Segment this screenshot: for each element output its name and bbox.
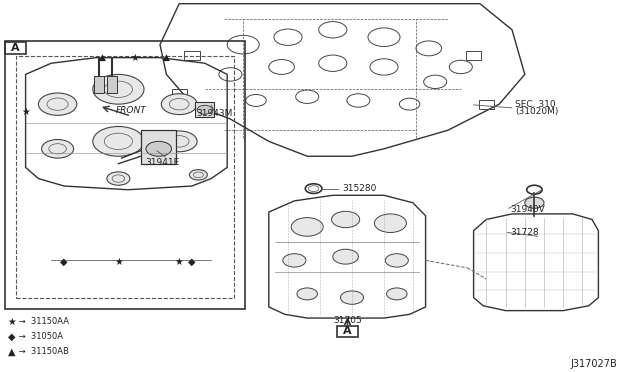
Circle shape [340, 291, 364, 304]
Circle shape [385, 254, 408, 267]
Text: →  31050A: → 31050A [16, 332, 63, 341]
Circle shape [42, 140, 74, 158]
Text: 31705: 31705 [333, 316, 362, 325]
Circle shape [161, 94, 197, 115]
Bar [107, 76, 117, 93]
Bar [172, 89, 187, 97]
Bar [195, 102, 214, 117]
Text: ◆: ◆ [8, 332, 15, 341]
Circle shape [283, 254, 306, 267]
Bar [337, 326, 358, 337]
Text: ★: ★ [175, 257, 184, 267]
Text: (31020M): (31020M) [515, 107, 559, 116]
Circle shape [525, 197, 544, 208]
Circle shape [332, 211, 360, 228]
Text: SEC. 310: SEC. 310 [515, 100, 556, 109]
Text: 315280: 315280 [342, 184, 377, 193]
Text: ★: ★ [130, 53, 139, 62]
Text: ◆: ◆ [60, 257, 68, 267]
Bar [5, 42, 26, 54]
Circle shape [189, 170, 207, 180]
Bar [466, 51, 481, 60]
Text: →  31150AA: → 31150AA [16, 317, 69, 326]
Text: A: A [11, 43, 20, 53]
Text: ★: ★ [114, 257, 123, 267]
Text: ▲: ▲ [163, 53, 170, 62]
Circle shape [146, 141, 172, 156]
Text: 31943M: 31943M [196, 109, 232, 118]
Circle shape [387, 288, 407, 300]
Circle shape [291, 218, 323, 236]
Text: 31728: 31728 [511, 228, 540, 237]
Circle shape [38, 93, 77, 115]
Bar [479, 100, 494, 109]
Circle shape [161, 131, 197, 152]
Text: J317027B: J317027B [571, 359, 618, 369]
Text: ★: ★ [8, 317, 17, 327]
Text: 31940V: 31940V [511, 205, 545, 214]
Text: ◆: ◆ [188, 257, 196, 267]
Text: →  31150AB: → 31150AB [16, 347, 69, 356]
Circle shape [107, 172, 130, 185]
Circle shape [93, 74, 144, 104]
Text: FRONT: FRONT [116, 106, 147, 115]
Circle shape [297, 288, 317, 300]
Bar [94, 76, 104, 93]
Text: 31941E: 31941E [145, 158, 179, 167]
Text: ★: ★ [21, 107, 30, 116]
Circle shape [374, 214, 406, 232]
Bar [5, 41, 245, 309]
Text: A: A [343, 326, 352, 336]
Bar [184, 51, 200, 60]
Circle shape [333, 249, 358, 264]
Text: ▲: ▲ [99, 53, 106, 62]
Bar [16, 56, 234, 298]
Circle shape [197, 105, 212, 114]
Bar [141, 130, 176, 164]
Circle shape [93, 126, 144, 156]
Text: ▲: ▲ [8, 347, 15, 356]
